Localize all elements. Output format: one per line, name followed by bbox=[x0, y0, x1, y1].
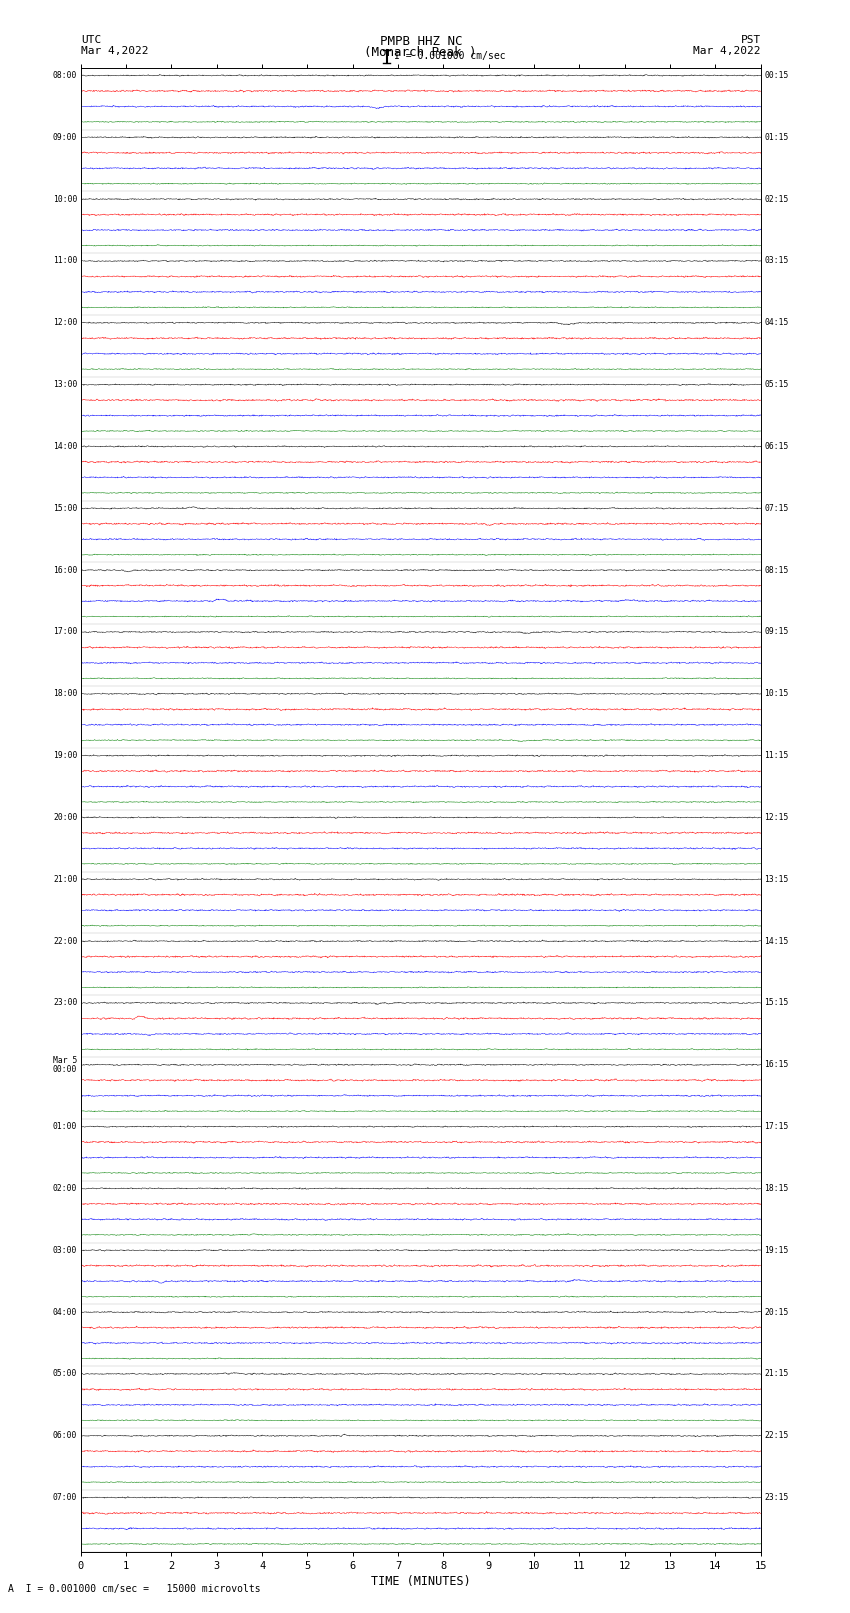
Text: 00:00: 00:00 bbox=[53, 1065, 77, 1074]
Text: 11:15: 11:15 bbox=[764, 752, 789, 760]
Text: 18:15: 18:15 bbox=[764, 1184, 789, 1194]
Text: 12:15: 12:15 bbox=[764, 813, 789, 823]
Text: 02:00: 02:00 bbox=[53, 1184, 77, 1194]
Text: 23:00: 23:00 bbox=[53, 998, 77, 1008]
Text: 07:00: 07:00 bbox=[53, 1494, 77, 1502]
Text: 19:00: 19:00 bbox=[53, 752, 77, 760]
Text: 03:00: 03:00 bbox=[53, 1245, 77, 1255]
Text: 08:15: 08:15 bbox=[764, 566, 789, 574]
Text: 06:00: 06:00 bbox=[53, 1431, 77, 1440]
Text: 00:15: 00:15 bbox=[764, 71, 789, 81]
Text: 08:00: 08:00 bbox=[53, 71, 77, 81]
Text: 04:00: 04:00 bbox=[53, 1308, 77, 1316]
Text: UTC: UTC bbox=[81, 35, 101, 45]
Text: I = 0.001000 cm/sec: I = 0.001000 cm/sec bbox=[394, 52, 505, 61]
Text: 05:15: 05:15 bbox=[764, 381, 789, 389]
Text: Mar 4,2022: Mar 4,2022 bbox=[81, 45, 148, 56]
Text: 03:15: 03:15 bbox=[764, 256, 789, 266]
Text: 11:00: 11:00 bbox=[53, 256, 77, 266]
Text: 18:00: 18:00 bbox=[53, 689, 77, 698]
Text: 01:15: 01:15 bbox=[764, 132, 789, 142]
Text: 23:15: 23:15 bbox=[764, 1494, 789, 1502]
Text: 20:15: 20:15 bbox=[764, 1308, 789, 1316]
Text: 15:15: 15:15 bbox=[764, 998, 789, 1008]
Text: 15:00: 15:00 bbox=[53, 503, 77, 513]
Text: 01:00: 01:00 bbox=[53, 1123, 77, 1131]
Text: A  I = 0.001000 cm/sec =   15000 microvolts: A I = 0.001000 cm/sec = 15000 microvolts bbox=[8, 1584, 261, 1594]
Text: 19:15: 19:15 bbox=[764, 1245, 789, 1255]
Text: 02:15: 02:15 bbox=[764, 195, 789, 203]
Text: 20:00: 20:00 bbox=[53, 813, 77, 823]
Text: Mar 4,2022: Mar 4,2022 bbox=[694, 45, 761, 56]
Text: 13:00: 13:00 bbox=[53, 381, 77, 389]
Text: 05:00: 05:00 bbox=[53, 1369, 77, 1379]
Text: 04:15: 04:15 bbox=[764, 318, 789, 327]
Text: 17:00: 17:00 bbox=[53, 627, 77, 637]
Text: 14:00: 14:00 bbox=[53, 442, 77, 452]
Text: 14:15: 14:15 bbox=[764, 937, 789, 945]
Text: 12:00: 12:00 bbox=[53, 318, 77, 327]
Text: 16:00: 16:00 bbox=[53, 566, 77, 574]
Text: 22:15: 22:15 bbox=[764, 1431, 789, 1440]
Text: 21:15: 21:15 bbox=[764, 1369, 789, 1379]
Text: Mar 5: Mar 5 bbox=[53, 1057, 77, 1065]
Text: PMPB HHZ NC: PMPB HHZ NC bbox=[379, 35, 462, 48]
Text: 16:15: 16:15 bbox=[764, 1060, 789, 1069]
Text: PST: PST bbox=[740, 35, 761, 45]
Text: 17:15: 17:15 bbox=[764, 1123, 789, 1131]
Text: (Monarch Peak ): (Monarch Peak ) bbox=[365, 45, 477, 60]
Text: 22:00: 22:00 bbox=[53, 937, 77, 945]
Text: 09:00: 09:00 bbox=[53, 132, 77, 142]
Text: 09:15: 09:15 bbox=[764, 627, 789, 637]
X-axis label: TIME (MINUTES): TIME (MINUTES) bbox=[371, 1574, 471, 1587]
Text: 10:15: 10:15 bbox=[764, 689, 789, 698]
Text: 21:00: 21:00 bbox=[53, 874, 77, 884]
Text: 13:15: 13:15 bbox=[764, 874, 789, 884]
Text: 10:00: 10:00 bbox=[53, 195, 77, 203]
Text: 06:15: 06:15 bbox=[764, 442, 789, 452]
Text: 07:15: 07:15 bbox=[764, 503, 789, 513]
